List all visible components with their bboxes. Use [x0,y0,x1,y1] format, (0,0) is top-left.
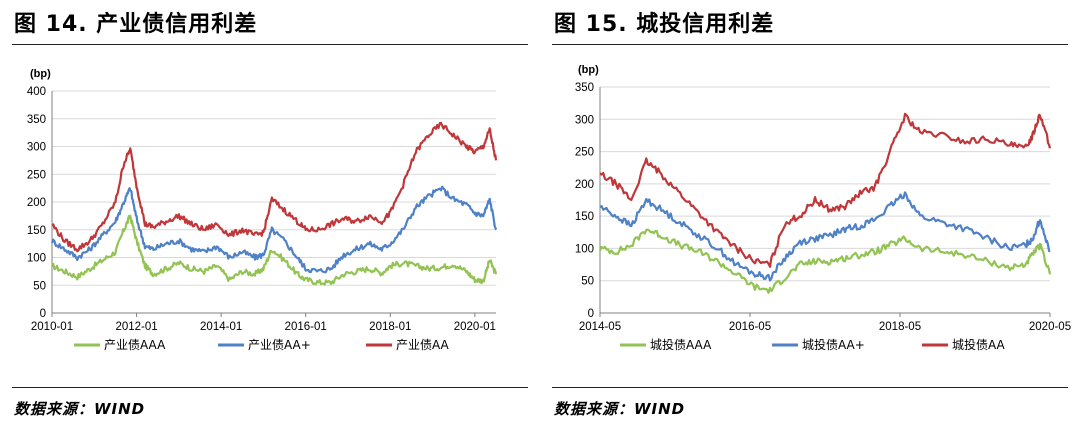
x-tick-label: 2020-01 [454,321,496,333]
x-tick-label: 2016-01 [285,321,327,333]
y-tick-label: 50 [33,280,46,292]
y-axis-unit: (bp) [30,68,51,80]
y-tick-label: 400 [27,86,46,98]
series-line [51,121,498,253]
legend-label: 城投债AA+ [802,337,865,352]
chart-urban-investment-bond-spread: 0 50 100 150 200 250 300 350 (bp) 2014-05 2016-05 2… [575,64,1071,352]
series-line [598,228,1052,294]
source-rule [12,387,528,388]
y-tick-label: 150 [27,225,46,237]
y-tick-label: 0 [588,308,594,320]
y-tick-label: 350 [575,82,594,94]
data-source: 数据来源：WIND [14,400,146,418]
figure-panel-15: 图 15. 城投信用利差 0 50 100 150 200 250 300 350 (bp) 20… [540,0,1080,438]
legend-label: 产业债AA [396,338,450,352]
x-tick-label: 2020-05 [1029,321,1071,333]
series-line [50,185,498,274]
figure-title: 图 14. 产业债信用利差 [14,12,258,37]
y-tick-label: 250 [575,147,594,159]
y-tick-label: 350 [27,114,46,126]
title-rule [12,44,528,45]
x-tick-label: 2010-01 [31,321,73,333]
legend-label: 城投债AA [952,337,1006,352]
legend-label: 城投债AAA [650,337,712,352]
x-tick-label: 2018-01 [369,321,411,333]
series-line [599,112,1052,268]
y-tick-label: 250 [27,169,46,181]
figure-title: 图 15. 城投信用利差 [554,12,775,37]
y-tick-label: 300 [27,142,46,154]
figure-panel-14: 图 14. 产业债信用利差 0 50 100 150 200 250 300 350 400 (b… [12,12,528,418]
y-tick-label: 200 [27,197,46,209]
x-tick-label: 2014-01 [200,321,242,333]
title-rule [552,44,1068,45]
legend-label: 产业债AAA [104,338,166,352]
chart-industrial-bond-spread: 0 50 100 150 200 250 300 350 400 (bp) 2010-01 2012-… [27,68,498,352]
series-line [51,214,498,286]
y-tick-label: 100 [27,253,46,265]
x-tick-label: 2016-05 [729,321,771,333]
source-rule [552,387,1068,388]
series-line [599,191,1051,282]
y-tick-label: 200 [575,179,594,191]
y-tick-label: 150 [575,211,594,223]
data-source: 数据来源：WIND [554,400,686,418]
y-tick-label: 0 [40,308,46,320]
y-tick-label: 300 [575,114,594,126]
y-axis-unit: (bp) [578,64,599,76]
y-tick-label: 50 [581,276,594,288]
x-tick-label: 2018-05 [879,321,921,333]
y-tick-label: 100 [575,243,594,255]
legend-label: 产业债AA+ [248,338,311,352]
x-tick-label: 2014-05 [579,321,621,333]
x-tick-label: 2012-01 [115,321,157,333]
